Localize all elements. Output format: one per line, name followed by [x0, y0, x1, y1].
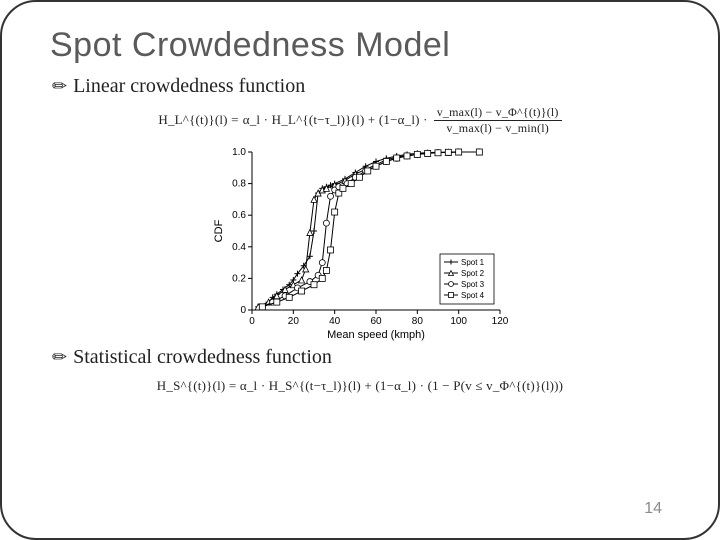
bullet-linear: ✏ Linear crowdedness function	[52, 75, 670, 98]
bullet-icon: ✏	[52, 347, 67, 368]
bullet-statistical: ✏ Statistical crowdedness function	[52, 346, 670, 369]
svg-text:100: 100	[450, 316, 467, 327]
page-title: Spot Crowdedness Model	[50, 26, 670, 65]
svg-text:20: 20	[288, 316, 300, 327]
svg-text:0: 0	[249, 316, 255, 327]
chart-container: 0 20 40 60 80 100 120 0 0.2 0.4 0.6 0.8 1.0 Mean spee…	[50, 142, 670, 342]
formula-linear-rhs1: α_l · H_L^{(t−τ_l)}(l) + (1−α_l) ·	[243, 112, 428, 128]
svg-text:0.8: 0.8	[232, 179, 246, 190]
bullet-statistical-text: Statistical crowdedness function	[73, 346, 332, 369]
svg-text:0.6: 0.6	[232, 210, 246, 221]
formula-linear-lhs: H_L^{(t)}(l) =	[158, 112, 238, 128]
svg-text:1.0: 1.0	[232, 147, 246, 158]
svg-text:0.2: 0.2	[232, 274, 246, 285]
svg-text:0.4: 0.4	[232, 242, 246, 253]
formula-linear: H_L^{(t)}(l) = α_l · H_L^{(t−τ_l)}(l) + …	[50, 106, 670, 134]
svg-text:60: 60	[370, 316, 382, 327]
bullet-icon: ✏	[52, 76, 67, 97]
svg-text:Spot 4: Spot 4	[461, 291, 485, 300]
fraction-denominator: v_max(l) − v_min(l)	[443, 121, 552, 135]
slide-frame: Spot Crowdedness Model ✏ Linear crowdedn…	[0, 0, 720, 540]
svg-text:80: 80	[412, 316, 424, 327]
svg-text:0: 0	[240, 305, 246, 316]
svg-text:Spot 3: Spot 3	[461, 280, 485, 289]
cdf-chart: 0 20 40 60 80 100 120 0 0.2 0.4 0.6 0.8 1.0 Mean spee…	[210, 142, 510, 342]
svg-text:Spot 2: Spot 2	[461, 269, 485, 278]
svg-text:Mean speed (kmph): Mean speed (kmph)	[327, 329, 425, 341]
svg-text:Spot 1: Spot 1	[461, 258, 485, 267]
svg-text:40: 40	[329, 316, 341, 327]
fraction-numerator: v_max(l) − v_Φ^{(t)}(l)	[434, 106, 562, 121]
formula-linear-fraction: v_max(l) − v_Φ^{(t)}(l) v_max(l) − v_min…	[434, 106, 562, 134]
bullet-linear-text: Linear crowdedness function	[73, 75, 305, 98]
formula-statistical: H_S^{(t)}(l) = α_l · H_S^{(t−τ_l)}(l) + …	[50, 377, 670, 395]
svg-text:120: 120	[492, 316, 509, 327]
formula-statistical-text: H_S^{(t)}(l) = α_l · H_S^{(t−τ_l)}(l) + …	[157, 378, 563, 394]
page-number: 14	[644, 500, 662, 518]
svg-text:CDF: CDF	[213, 220, 225, 243]
